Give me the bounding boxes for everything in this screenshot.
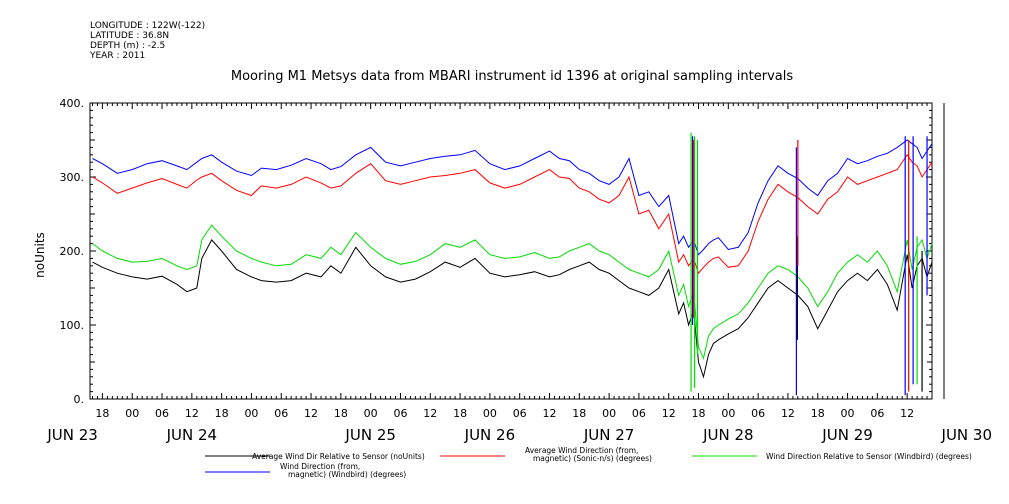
series-line	[92, 239, 933, 379]
x-hour-label: 06	[155, 407, 169, 420]
legend-label: magnetic) (Windbird) (degrees)	[288, 470, 406, 479]
legend-label: Wind Direction Relative to Sensor (Windb…	[766, 452, 972, 461]
x-hour-label: 00	[721, 407, 735, 420]
year-label: YEAR : 2011	[90, 51, 146, 61]
x-hour-label: 12	[304, 407, 318, 420]
x-hour-label: 18	[692, 407, 706, 420]
axis-ticks	[90, 102, 933, 400]
y-axis-label: noUnits	[33, 232, 47, 278]
legend-label: magnetic) (Sonic-n/s) (degrees)	[533, 454, 652, 463]
x-hour-label: 12	[423, 407, 437, 420]
chart-title: Mooring M1 Metsys data from MBARI instru…	[231, 69, 793, 84]
series-line	[92, 153, 933, 275]
header-info: LONGITUDE : 122W(-122) LATITUDE : 36.8N …	[90, 21, 205, 61]
x-hour-label: 06	[870, 407, 884, 420]
x-hour-label: 12	[542, 407, 556, 420]
y-tick-label: 300.	[60, 171, 85, 184]
x-day-label: JUN 30	[941, 426, 992, 444]
x-hour-label: 06	[632, 407, 646, 420]
plot-frame	[89, 102, 933, 400]
x-hour-label: 06	[274, 407, 288, 420]
depth-label: DEPTH (m) : -2.5	[90, 41, 166, 51]
x-hour-label: 00	[125, 407, 139, 420]
x-hour-label: 00	[602, 407, 616, 420]
x-hour-label: 18	[811, 407, 825, 420]
x-hour-label: 06	[751, 407, 765, 420]
y-tick-label: 400.	[60, 97, 85, 110]
legend-label: Average Wind Direction (from,	[525, 446, 638, 455]
x-hour-label: 00	[364, 407, 378, 420]
x-day-label: JUN 28	[702, 426, 753, 444]
series-group	[92, 132, 933, 396]
x-hour-label: 12	[781, 407, 795, 420]
x-hour-label: 18	[572, 407, 586, 420]
x-hour-label: 06	[393, 407, 407, 420]
x-hour-label: 12	[900, 407, 914, 420]
x-hour-label: 12	[662, 407, 676, 420]
x-hour-label: 00	[483, 407, 497, 420]
x-hour-label: 00	[841, 407, 855, 420]
x-hour-label: 00	[244, 407, 258, 420]
x-day-label: JUN 24	[166, 426, 217, 444]
y-tick-label: 0.	[74, 393, 85, 406]
x-day-label: JUN 23	[46, 426, 97, 444]
x-day-label: JUN 25	[344, 426, 395, 444]
latitude-label: LATITUDE : 36.8N	[90, 31, 170, 41]
longitude-label: LONGITUDE : 122W(-122)	[90, 21, 206, 31]
y-tick-label: 200.	[60, 245, 85, 258]
x-day-label: JUN 26	[464, 426, 515, 444]
x-hour-label: 18	[215, 407, 229, 420]
x-hour-label: 06	[513, 407, 527, 420]
legend-label: Average Wind Dir Relative to Sensor (noU…	[252, 452, 425, 461]
series-line	[92, 224, 933, 360]
legend: Average Wind Dir Relative to Sensor (noU…	[205, 446, 972, 479]
series-line	[92, 139, 933, 256]
legend-label: Wind Direction (from,	[280, 462, 360, 471]
x-hour-label: 18	[334, 407, 348, 420]
x-hour-label: 12	[185, 407, 199, 420]
y-tick-label: 100.	[60, 319, 85, 332]
x-day-label: JUN 27	[583, 426, 634, 444]
x-day-label: JUN 29	[821, 426, 872, 444]
x-hour-label: 18	[95, 407, 109, 420]
x-axis: 18 00 06 12 18 00 06 12 18 00 06 12 18 00 06 12 18 00 06 12…	[46, 407, 992, 444]
y-axis: 0. 100. 200. 300. 400.	[60, 97, 85, 406]
x-hour-label: 18	[453, 407, 467, 420]
